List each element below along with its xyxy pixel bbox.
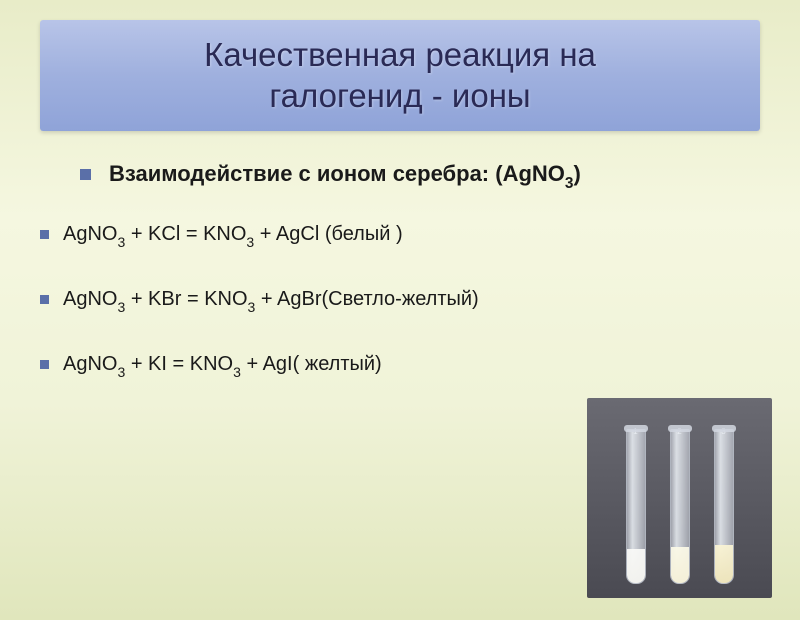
subtitle-text: Взаимодействие с ионом серебра: (AgNO3) [109, 161, 581, 191]
tube-glass [670, 429, 690, 584]
subtitle-close: ) [573, 161, 580, 186]
equation-3: AgNO3 + KI = KNO3 + AgI( желтый) [63, 353, 382, 378]
test-tube-2: 2 [670, 429, 690, 584]
eq-part: + AgI( желтый) [241, 353, 382, 375]
eq-part: + AgCl (белый ) [254, 223, 402, 245]
subtitle-main: Взаимодействие с ионом серебра: (AgNO [109, 161, 565, 186]
equation-row-2: AgNO3 + KBr = KNO3 + AgBr(Светло-желтый) [40, 288, 760, 313]
bullet-icon [40, 295, 49, 304]
tube-rim [712, 425, 736, 432]
eq-sub: 3 [248, 299, 256, 315]
equation-row-3: AgNO3 + KI = KNO3 + AgI( желтый) [40, 353, 760, 378]
tube-glass [714, 429, 734, 584]
eq-sub: 3 [246, 234, 254, 250]
eq-sub: 3 [117, 364, 125, 380]
eq-part: AgNO [63, 288, 117, 310]
eq-part: + KBr = KNO [125, 288, 247, 310]
eq-part: + KI = KNO [125, 353, 233, 375]
equation-2: AgNO3 + KBr = KNO3 + AgBr(Светло-желтый) [63, 288, 479, 313]
slide: Качественная реакция на галогенид - ионы… [0, 20, 800, 620]
eq-part: AgNO [63, 223, 117, 245]
precipitate-yellow [715, 545, 733, 583]
bullet-icon [40, 230, 49, 239]
title-block: Качественная реакция на галогенид - ионы [40, 20, 760, 131]
subtitle-subscript: 3 [565, 175, 574, 192]
bullet-icon [40, 360, 49, 369]
equation-1: AgNO3 + KCl = KNO3 + AgCl (белый ) [63, 223, 403, 248]
tube-rim [624, 425, 648, 432]
tube-rim [668, 425, 692, 432]
tube-glass [626, 429, 646, 584]
title-line-2: галогенид - ионы [269, 77, 530, 114]
bullet-icon [80, 169, 91, 180]
slide-title: Качественная реакция на галогенид - ионы [70, 34, 730, 117]
eq-part: + KCl = KNO [125, 223, 246, 245]
eq-sub: 3 [117, 234, 125, 250]
eq-sub: 3 [233, 364, 241, 380]
test-tubes-image: 1 2 3 [587, 398, 772, 598]
test-tube-1: 1 [626, 429, 646, 584]
precipitate-lightyellow [671, 547, 689, 583]
eq-sub: 3 [117, 299, 125, 315]
eq-part: + AgBr(Светло-желтый) [255, 288, 478, 310]
equation-row-1: AgNO3 + KCl = KNO3 + AgCl (белый ) [40, 223, 760, 248]
title-line-1: Качественная реакция на [204, 36, 596, 73]
eq-part: AgNO [63, 353, 117, 375]
precipitate-white [627, 549, 645, 583]
content-area: Взаимодействие с ионом серебра: (AgNO3) … [0, 131, 800, 378]
test-tube-3: 3 [714, 429, 734, 584]
subtitle-row: Взаимодействие с ионом серебра: (AgNO3) [80, 161, 760, 191]
